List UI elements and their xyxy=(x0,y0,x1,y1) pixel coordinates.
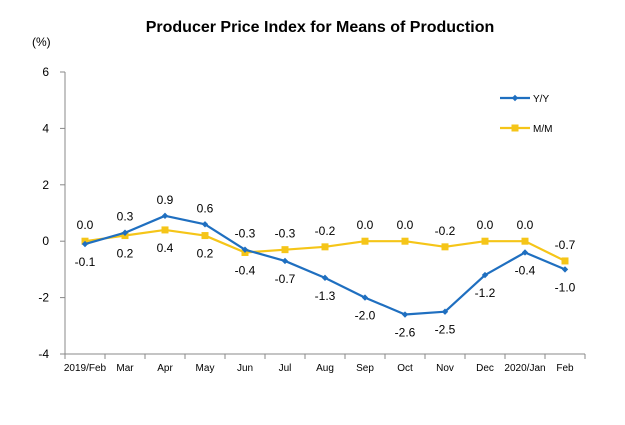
chart-title: Producer Price Index for Means of Produc… xyxy=(146,19,495,36)
yy-data-label: 0.6 xyxy=(197,201,214,215)
mm-data-label: -0.2 xyxy=(315,224,336,238)
mm-point xyxy=(561,257,569,265)
yy-point xyxy=(201,221,209,228)
mm-point xyxy=(161,226,169,234)
x-tick-label: Feb xyxy=(556,363,574,374)
yy-point xyxy=(81,240,89,248)
x-tick-label: 2020/Jan xyxy=(504,363,545,374)
yy-data-label: -2.6 xyxy=(395,326,416,340)
x-tick-label: Nov xyxy=(436,363,454,374)
x-tick-label: Dec xyxy=(476,363,494,374)
mm-point xyxy=(201,232,209,240)
mm-data-label: 0.0 xyxy=(517,218,534,232)
x-tick-label: Oct xyxy=(397,363,413,374)
x-tick-label: Apr xyxy=(157,363,173,374)
y-tick-label: 0 xyxy=(42,234,49,248)
mm-point xyxy=(521,237,529,245)
x-tick-label: May xyxy=(196,363,215,374)
mm-data-label: -0.2 xyxy=(435,224,456,238)
mm-data-label: 0.2 xyxy=(197,247,214,261)
yy-point xyxy=(521,249,529,256)
yy-data-label: -0.4 xyxy=(515,263,536,277)
y-tick-label: -2 xyxy=(38,291,49,305)
yy-point xyxy=(241,246,249,253)
yy-data-label: -1.3 xyxy=(315,289,336,303)
x-tick-label: Aug xyxy=(316,363,334,374)
mm-data-label: -0.3 xyxy=(275,227,296,241)
legend-marker xyxy=(511,124,519,132)
mm-data-label: 0.0 xyxy=(477,218,494,232)
yy-data-label: -0.3 xyxy=(235,227,256,241)
y-tick-label: 6 xyxy=(42,65,49,79)
yy-data-label: 0.3 xyxy=(117,210,134,224)
yy-data-label: -1.0 xyxy=(555,280,576,294)
mm-point xyxy=(441,243,449,251)
yy-point xyxy=(321,274,329,282)
mm-point xyxy=(281,246,289,254)
mm-point xyxy=(401,237,409,245)
yy-point xyxy=(561,266,569,273)
yy-point xyxy=(481,271,489,279)
series-layer xyxy=(81,212,569,318)
yy-data-label: -2.5 xyxy=(435,323,456,337)
legend-marker xyxy=(511,94,519,102)
yy-data-label: -0.7 xyxy=(275,272,296,286)
yy-data-label: -1.2 xyxy=(475,286,496,300)
y-unit-label: (%) xyxy=(32,35,51,49)
mm-point xyxy=(481,237,489,245)
x-tick-label: Mar xyxy=(116,363,134,374)
yy-point xyxy=(121,229,129,236)
mm-point xyxy=(361,237,369,245)
x-tick-label: Sep xyxy=(356,363,374,374)
x-tick-label: Jun xyxy=(237,363,253,374)
axes: -4 -2 0 2 4 6 2019/Feb Mar Apr May Jun Jul Aug Sep Oct… xyxy=(38,65,586,374)
y-tick-label: -4 xyxy=(38,347,49,361)
yy-data-label: -0.1 xyxy=(75,255,96,269)
mm-data-label: -0.4 xyxy=(235,263,256,277)
legend-label: Y/Y xyxy=(533,94,549,105)
mm-data-label: 0.0 xyxy=(397,218,414,232)
legend-label: M/M xyxy=(533,124,552,135)
yy-point xyxy=(361,294,369,301)
yy-point xyxy=(281,257,289,265)
yy-point xyxy=(401,311,409,318)
yy-data-label: 0.9 xyxy=(157,193,174,207)
mm-data-label: 0.0 xyxy=(77,218,94,232)
mm-data-label: 0.0 xyxy=(357,218,374,232)
x-tick-label: 2019/Feb xyxy=(64,363,107,374)
mm-data-label: 0.2 xyxy=(117,247,134,261)
mm-point xyxy=(321,243,329,251)
yy-data-label: -2.0 xyxy=(355,309,376,323)
yy-point xyxy=(161,212,169,220)
mm-data-label: -0.7 xyxy=(555,238,576,252)
yy-point xyxy=(441,308,449,315)
y-tick-label: 2 xyxy=(42,178,49,192)
x-tick-label: Jul xyxy=(279,363,292,374)
mm-data-label: 0.4 xyxy=(157,241,174,255)
data-labels: -0.1 0.0 0.3 0.2 0.9 0.4 0.6 0.2 -0.3 -0.4 -0.7 -0.… xyxy=(75,193,576,340)
legend: Y/Y M/M xyxy=(500,94,552,135)
y-tick-label: 4 xyxy=(42,121,49,135)
